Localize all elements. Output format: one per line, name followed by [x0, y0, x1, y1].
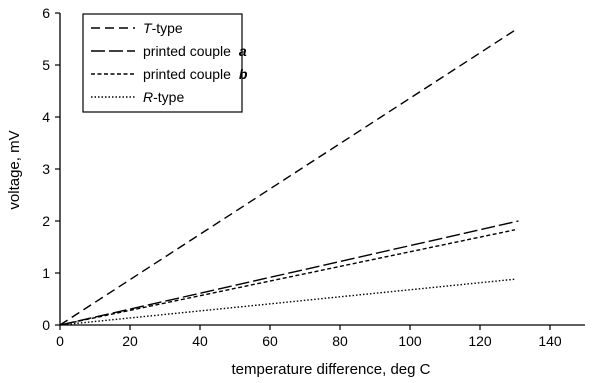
x-tick-label: 100: [398, 333, 422, 349]
x-tick-label: 0: [56, 333, 64, 349]
plot-lines: [59, 29, 519, 326]
series-line-2: [59, 229, 516, 326]
y-tick-label: 5: [42, 57, 50, 73]
legend-label: printed couple a: [143, 43, 247, 59]
ticks: 0 20 40 60 80 100 120 140 0 1 2 3 4 5 6: [42, 5, 562, 349]
x-tick-label: 20: [122, 333, 138, 349]
y-axis-title: voltage, mV: [6, 130, 23, 209]
x-tick-label: 140: [538, 333, 562, 349]
x-tick-label: 120: [468, 333, 492, 349]
x-tick-label: 60: [262, 333, 278, 349]
y-tick-label: 1: [42, 265, 50, 281]
y-tick-label: 2: [42, 213, 50, 229]
x-axis-title: temperature difference, deg C: [231, 361, 430, 378]
y-tick-label: 0: [42, 317, 50, 333]
legend-label: printed couple b: [143, 66, 248, 82]
legend-box: [82, 13, 243, 113]
x-tick-label: 80: [332, 333, 348, 349]
legend-label: R-type: [143, 89, 184, 105]
series-line-1: [59, 220, 519, 326]
legend: T-type printed couple a printed couple b R-…: [82, 13, 248, 113]
y-tick-label: 3: [42, 161, 50, 177]
x-tick-label: 40: [192, 333, 208, 349]
series-line-0: [59, 29, 516, 326]
y-tick-label: 6: [42, 5, 50, 21]
y-tick-label: 4: [42, 109, 50, 125]
series-line-3: [59, 278, 516, 326]
legend-label: T-type: [143, 20, 183, 36]
